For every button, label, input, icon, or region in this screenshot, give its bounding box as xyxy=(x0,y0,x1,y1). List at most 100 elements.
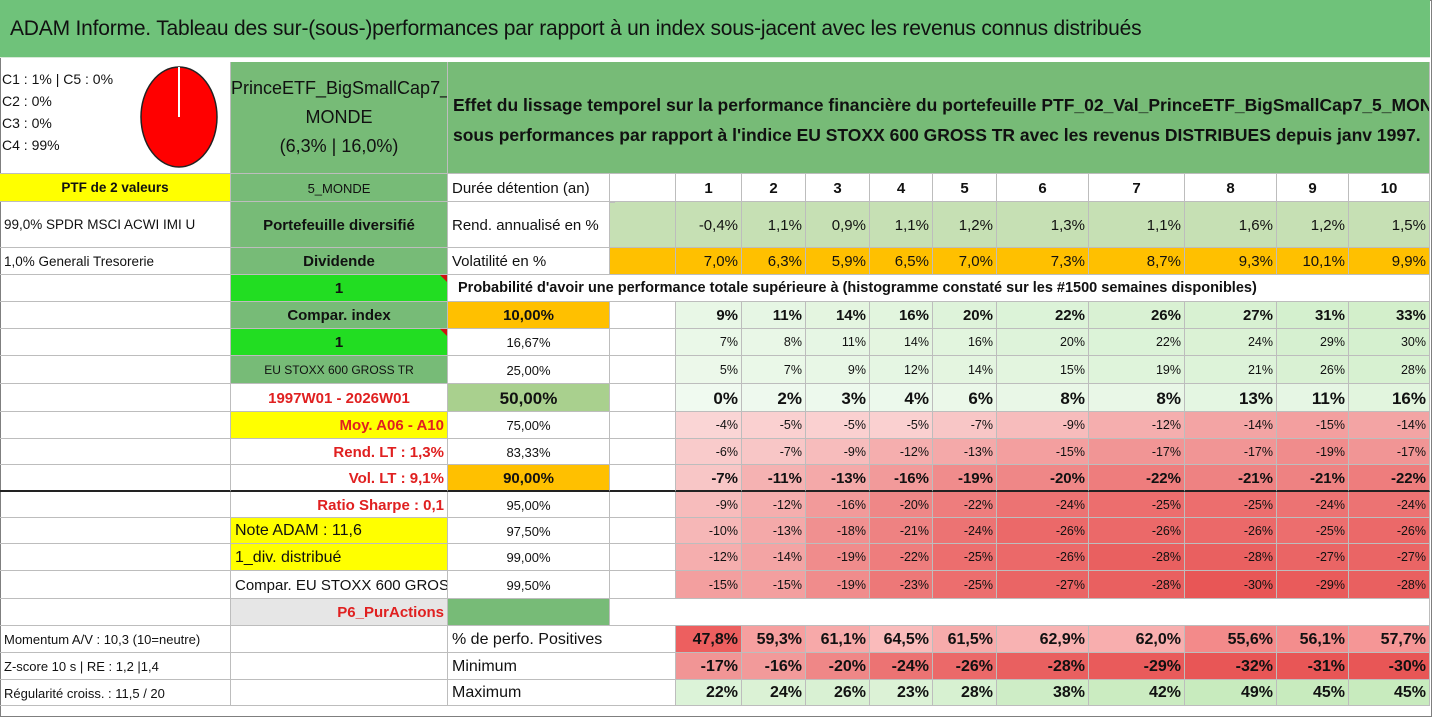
probability-value: 16% xyxy=(1349,384,1430,412)
stat-label: Maximum xyxy=(448,680,676,706)
probability-value: -19% xyxy=(806,571,870,599)
probability-value: -26% xyxy=(1349,518,1430,544)
probability-value: -20% xyxy=(870,492,933,518)
rend-spacer xyxy=(610,202,676,248)
probability-value: 7% xyxy=(742,356,806,384)
stat-label: Minimum xyxy=(448,653,676,680)
probability-value: -14% xyxy=(1185,412,1277,439)
probability-value: -21% xyxy=(870,518,933,544)
description-line2: sous performances par rapport à l'indice… xyxy=(453,125,1421,145)
year-header: 4 xyxy=(870,174,933,202)
probability-threshold: 50,00% xyxy=(448,384,610,412)
probability-value: 22% xyxy=(1089,329,1185,356)
prob-spacer xyxy=(610,439,676,465)
probability-value: -22% xyxy=(870,544,933,571)
stat-value: 38% xyxy=(997,680,1089,706)
probability-value: 8% xyxy=(997,384,1089,412)
probability-value: -26% xyxy=(997,518,1089,544)
probability-value: 9% xyxy=(806,356,870,384)
year-header: 8 xyxy=(1185,174,1277,202)
blank-row xyxy=(610,599,1430,626)
stat-label: % de perfo. Positives xyxy=(448,626,676,653)
mid-cell: EU STOXX 600 GROSS TR xyxy=(231,356,448,384)
left-cell: 99,0% SPDR MSCI ACWI IMI U xyxy=(0,202,231,248)
probability-value: -25% xyxy=(933,571,997,599)
probability-value: 16% xyxy=(933,329,997,356)
mid-cell: Rend. LT : 1,3% xyxy=(231,439,448,465)
year-header: 10 xyxy=(1349,174,1430,202)
probability-title: Probabilité d'avoir une performance tota… xyxy=(448,275,1430,302)
probability-value: -7% xyxy=(676,465,742,492)
stat-value: 61,5% xyxy=(933,626,997,653)
year-header: 5 xyxy=(933,174,997,202)
probability-value: -29% xyxy=(1277,571,1349,599)
probability-value: -5% xyxy=(806,412,870,439)
prob-spacer xyxy=(610,544,676,571)
vol-label: Volatilité en % xyxy=(448,248,610,275)
prob-spacer xyxy=(610,571,676,599)
probability-value: 11% xyxy=(806,329,870,356)
left-cell xyxy=(0,518,231,544)
stat-value: -30% xyxy=(1349,653,1430,680)
report-title: ADAM Informe. Tableau des sur-(sous-)per… xyxy=(10,17,1142,40)
probability-value: -7% xyxy=(742,439,806,465)
probability-value: -24% xyxy=(1277,492,1349,518)
probability-value: -9% xyxy=(676,492,742,518)
left-cell xyxy=(0,439,231,465)
probability-value: -30% xyxy=(1185,571,1277,599)
probability-value: 8% xyxy=(1089,384,1185,412)
probability-value: 14% xyxy=(933,356,997,384)
left-cell xyxy=(0,356,231,384)
probability-value: -12% xyxy=(870,439,933,465)
probability-value: -20% xyxy=(997,465,1089,492)
probability-value: -25% xyxy=(933,544,997,571)
probability-value: -25% xyxy=(1277,518,1349,544)
mid-cell xyxy=(231,626,448,653)
probability-threshold: 90,00% xyxy=(448,465,610,492)
rend-value: 1,6% xyxy=(1185,202,1277,248)
mid-cell: 1997W01 - 2026W01 xyxy=(231,384,448,412)
prob-spacer xyxy=(610,302,676,329)
stat-value: 45% xyxy=(1349,680,1430,706)
left-cell xyxy=(0,492,231,518)
probability-threshold: 99,00% xyxy=(448,544,610,571)
probability-value: -22% xyxy=(933,492,997,518)
stat-value: 57,7% xyxy=(1349,626,1430,653)
stat-value: -17% xyxy=(676,653,742,680)
probability-value: -23% xyxy=(870,571,933,599)
probability-value: -13% xyxy=(933,439,997,465)
probability-value: -21% xyxy=(1277,465,1349,492)
probability-value: -15% xyxy=(676,571,742,599)
mid-cell: Moy. A06 - A10 xyxy=(231,412,448,439)
stat-value: 62,9% xyxy=(997,626,1089,653)
probability-value: 33% xyxy=(1349,302,1430,329)
blank-green-cell xyxy=(448,599,610,626)
probability-value: -10% xyxy=(676,518,742,544)
probability-value: -19% xyxy=(933,465,997,492)
mid-cell: 5_MONDE xyxy=(231,174,448,202)
prob-spacer xyxy=(610,329,676,356)
vol-spacer xyxy=(610,248,676,275)
probability-value: 3% xyxy=(806,384,870,412)
stat-value: 56,1% xyxy=(1277,626,1349,653)
probability-value: 9% xyxy=(676,302,742,329)
probability-value: 31% xyxy=(1277,302,1349,329)
probability-threshold: 97,50% xyxy=(448,518,610,544)
probability-value: 12% xyxy=(870,356,933,384)
vol-value: 10,1% xyxy=(1277,248,1349,275)
probability-threshold: 83,33% xyxy=(448,439,610,465)
probability-value: -24% xyxy=(933,518,997,544)
year-header: 3 xyxy=(806,174,870,202)
probability-value: -22% xyxy=(1349,465,1430,492)
vol-value: 5,9% xyxy=(806,248,870,275)
mid-cell: P6_PurActions xyxy=(231,599,448,626)
probability-value: -28% xyxy=(1089,544,1185,571)
stat-value: 23% xyxy=(870,680,933,706)
probability-value: -26% xyxy=(1185,518,1277,544)
probability-value: 20% xyxy=(997,329,1089,356)
year-header: 2 xyxy=(742,174,806,202)
probability-value: 26% xyxy=(1089,302,1185,329)
probability-value: -7% xyxy=(933,412,997,439)
probability-value: -13% xyxy=(742,518,806,544)
portfolio-name-line1: PrinceETF_BigSmallCap7_5_ xyxy=(231,78,448,98)
